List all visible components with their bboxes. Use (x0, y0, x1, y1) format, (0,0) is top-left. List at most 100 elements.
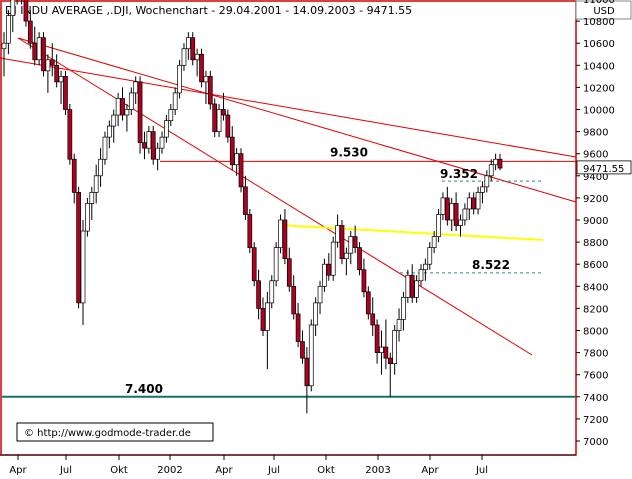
candle-body (339, 225, 345, 260)
candle-body (379, 346, 384, 353)
candle-body (396, 319, 402, 331)
candle-body (6, 15, 11, 44)
y-tick-label: 9000 (583, 216, 608, 227)
candle-body (199, 53, 204, 83)
candle-body (352, 236, 358, 248)
candle-body (453, 203, 459, 226)
candle-body (449, 203, 455, 221)
candle-body (256, 280, 261, 309)
candle-body (313, 302, 318, 326)
candle-body (177, 64, 182, 94)
candle-body (146, 131, 152, 149)
candle-body (221, 109, 226, 116)
candle-body (471, 197, 477, 210)
y-tick-label: 10000 (583, 106, 615, 117)
candle-body (27, 20, 33, 44)
candle-body (322, 263, 327, 287)
candle-body (251, 247, 257, 282)
y-tick-label: 8600 (583, 260, 608, 271)
candle-body (405, 274, 411, 298)
candle-body (326, 263, 332, 276)
level-label-8522: 8.522 (472, 258, 510, 272)
candle-body (207, 75, 213, 105)
x-tick-label: Okt (317, 465, 335, 476)
candle-body (67, 109, 73, 160)
candle-body (124, 109, 130, 116)
candle-body (172, 92, 178, 110)
candle-body (484, 175, 490, 188)
candle-body (286, 258, 292, 287)
candle-body (186, 37, 191, 50)
y-tick-label: 8800 (583, 238, 608, 249)
candle-body (348, 236, 354, 254)
candle-body (330, 241, 336, 276)
candle-body (93, 175, 99, 193)
candle-body (45, 59, 51, 72)
candle-body (383, 346, 389, 359)
last-price-box (576, 160, 632, 175)
candle-body (212, 103, 218, 132)
candle-body (71, 158, 77, 193)
y-tick-label: 8200 (583, 304, 608, 315)
y-tick-label: 8000 (583, 327, 608, 338)
trendline-major-down (17, 37, 577, 203)
candle-body (106, 125, 112, 138)
currency-label: USD (593, 6, 615, 17)
candle-body (300, 341, 305, 359)
candle-body (120, 98, 125, 116)
candle-body (295, 313, 301, 342)
candle-body (111, 114, 117, 127)
candle-body (444, 197, 450, 221)
candle-body (89, 192, 95, 204)
candle-body (291, 285, 297, 315)
candle-body (142, 142, 147, 149)
candle-body (225, 114, 231, 138)
candle-body (475, 192, 481, 210)
candle-body (133, 81, 139, 94)
candle-body (308, 324, 314, 387)
candle-body (387, 357, 393, 365)
candle-body (76, 192, 81, 304)
x-axis: Apr Jul Okt 2002 Apr Jul Okt 2003 Apr Jul (0, 454, 576, 476)
candle-body (63, 75, 68, 110)
candle-body (102, 136, 108, 160)
y-tick-label: 10400 (583, 61, 615, 72)
trendline-upper (0, 57, 577, 158)
last-price-label: 9471.55 (583, 164, 624, 175)
candle-body (260, 308, 266, 331)
candle-body (493, 158, 498, 166)
candle-body (190, 37, 196, 61)
candle-body (10, 0, 16, 16)
y-tick-label: 9400 (583, 172, 608, 183)
y-tick-label: 10800 (583, 17, 615, 28)
candle-body (436, 214, 441, 237)
trendline-steep-down (17, 37, 533, 356)
copyright-text: © http://www.godmode-trader.de (24, 428, 191, 439)
currency-box (575, 0, 632, 20)
candle-body (480, 186, 485, 193)
x-tick-label: Okt (110, 465, 128, 476)
candle-body (155, 147, 160, 160)
candle-body (427, 247, 433, 265)
candle-body (80, 230, 86, 304)
candle-body (238, 153, 244, 188)
x-tick-label: 2003 (365, 465, 390, 476)
candle-body (374, 324, 380, 353)
y-tick-label: 7200 (583, 415, 608, 426)
candle-body (36, 37, 42, 61)
candle-body (58, 75, 64, 83)
candle-body (164, 120, 169, 138)
copyright-box (16, 422, 214, 442)
candle-body (361, 269, 367, 293)
candles (1, 0, 503, 414)
candle-body (466, 197, 472, 210)
candle-body (234, 153, 239, 166)
candle-body (1, 42, 7, 50)
y-tick-label: 7800 (583, 349, 608, 360)
y-tick-label: 7000 (583, 437, 608, 448)
y-tick-label: 10600 (583, 39, 615, 50)
candle-body (181, 48, 187, 66)
candle-body (273, 247, 279, 282)
candle-body (41, 37, 46, 72)
